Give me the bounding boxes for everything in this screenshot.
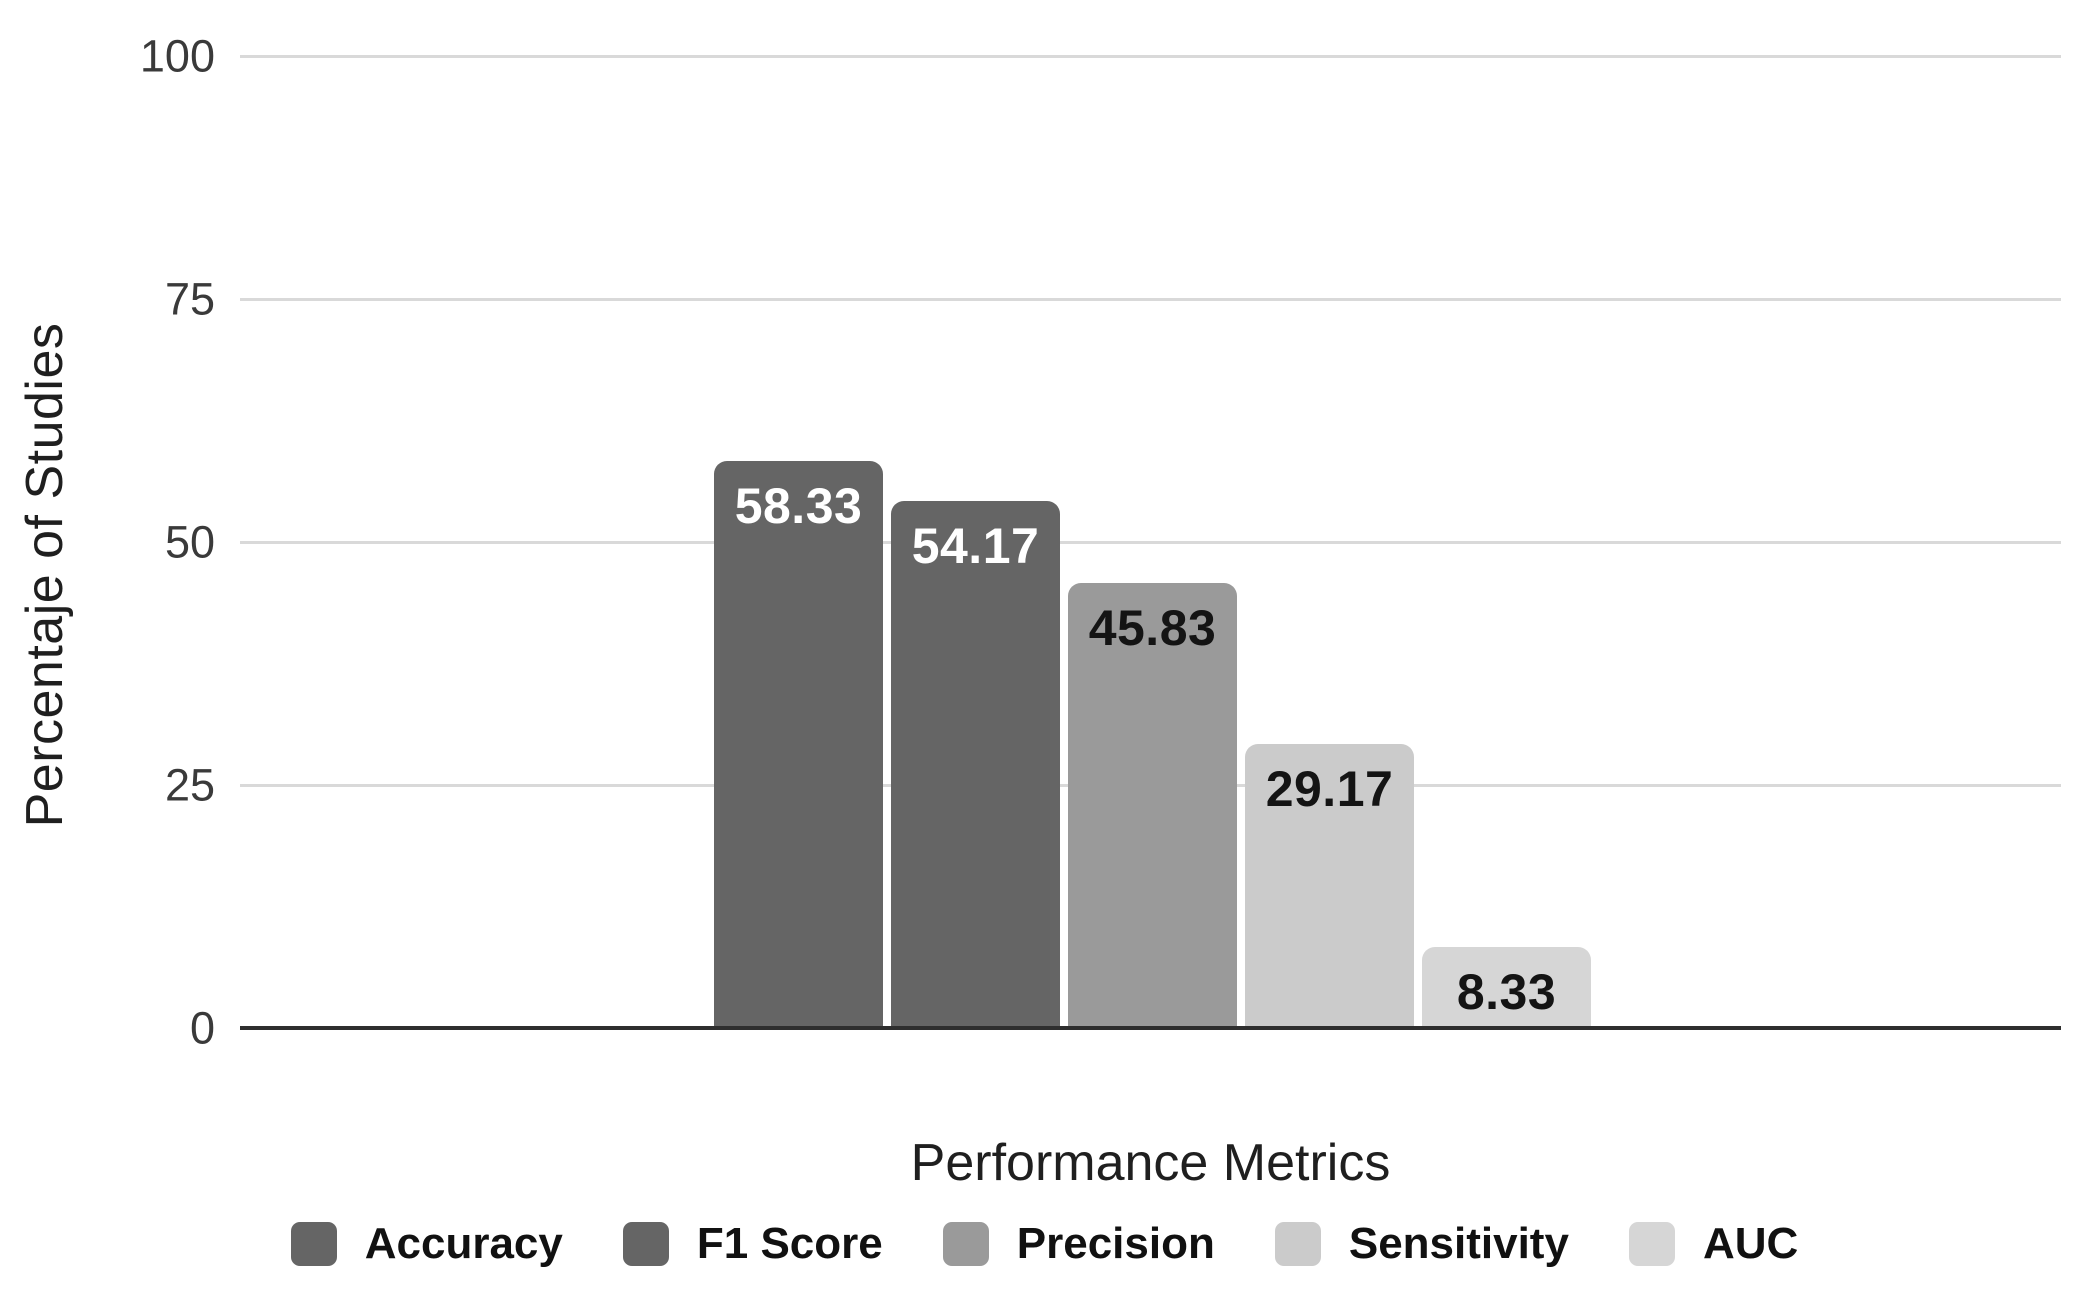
bar-sensitivity: 29.17 [1245,744,1414,1028]
legend-label: Sensitivity [1348,1219,1569,1268]
bar-auc: 8.33 [1422,947,1591,1028]
legend-swatch-icon [622,1222,669,1266]
x-axis-baseline [240,1026,2061,1030]
y-axis-tick-labels: 0 25 50 75 100 [0,34,215,1051]
gridline-50 [240,541,2061,544]
bar-value-label: 58.33 [734,478,863,535]
bar-value-label: 54.17 [911,518,1040,575]
y-tick-label-25: 25 [164,759,215,811]
bar-value-label: 45.83 [1088,599,1217,656]
bar-accuracy: 58.33 [714,461,883,1028]
legend-swatch-icon [942,1222,989,1266]
plot-area: 58.33 54.17 45.83 29.17 8.33 [240,55,2061,1030]
legend-swatch-icon [1274,1222,1321,1266]
bar-group: 58.33 54.17 45.83 29.17 8.33 [714,56,1591,1028]
legend-label: AUC [1702,1219,1799,1268]
gridline-100 [240,55,2061,58]
bar-precision: 45.83 [1068,582,1237,1028]
legend-item-sensitivity: Sensitivity [1274,1219,1569,1268]
bar-value-label: 8.33 [1456,964,1557,1021]
legend-item-f1-score: F1 Score [622,1219,883,1268]
legend-item-accuracy: Accuracy [290,1219,563,1268]
bar-value-label: 29.17 [1265,761,1394,818]
y-tick-label-100: 100 [139,30,215,82]
y-tick-label-0: 0 [189,1002,215,1054]
legend-label: Precision [1016,1219,1215,1268]
y-tick-label-50: 50 [164,516,215,568]
chart-legend: Accuracy F1 Score Precision Sensitivity AUC [0,1222,2089,1266]
legend-item-auc: AUC [1628,1219,1799,1268]
legend-swatch-icon [1628,1222,1675,1266]
legend-label: Accuracy [364,1219,563,1268]
gridline-75 [240,298,2061,301]
bar-f1-score: 54.17 [891,501,1060,1028]
legend-swatch-icon [290,1222,337,1266]
legend-label: F1 Score [696,1219,883,1268]
x-axis-title: Performance Metrics [910,1134,1391,1192]
legend-item-precision: Precision [942,1219,1215,1268]
y-tick-label-75: 75 [164,273,215,325]
